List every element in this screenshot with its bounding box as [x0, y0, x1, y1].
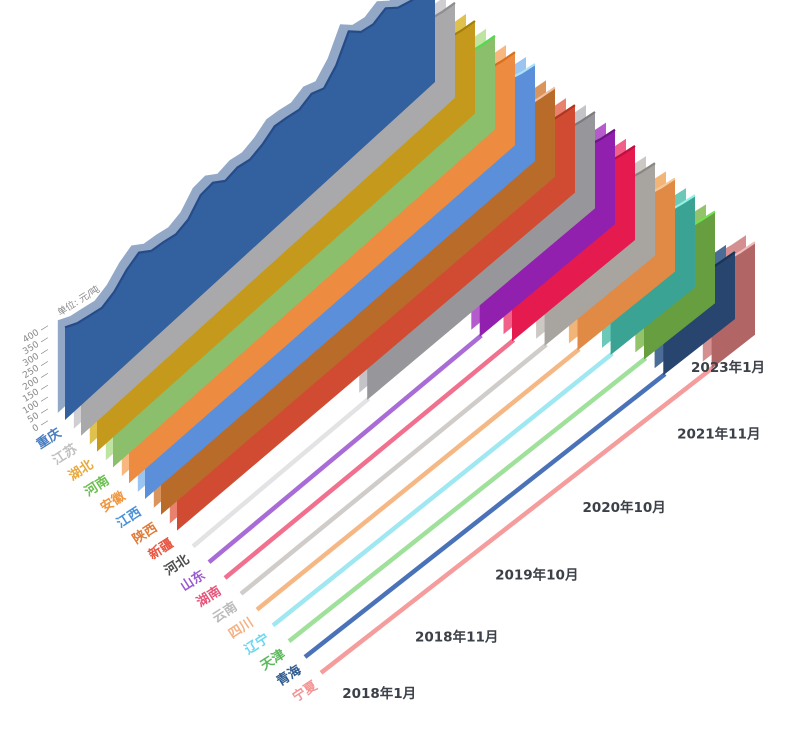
baseline-strip: [319, 365, 715, 675]
time-axis-label: 2018年11月: [415, 629, 498, 646]
province-label: 新疆: [146, 536, 177, 564]
province-label: 江西: [114, 504, 145, 532]
time-axis-label: 2018年1月: [342, 685, 416, 702]
baseline-strip: [223, 338, 516, 580]
province-label: 辽宁: [242, 630, 273, 658]
baseline-strip: [255, 347, 581, 612]
time-axis-label: 2021年11月: [677, 426, 760, 443]
province-label: 陕西: [130, 520, 161, 548]
baseline-strip: [207, 333, 483, 564]
province-label: 天津: [258, 646, 289, 674]
baseline-strip: [239, 342, 548, 596]
baseline-strip: [287, 356, 648, 643]
time-axis-label: 2019年10月: [495, 567, 578, 584]
time-axis-label: 2023年1月: [691, 359, 765, 376]
ridge-face: [65, 0, 435, 420]
time-axis-label: 2020年10月: [582, 499, 665, 516]
province-label: 云南: [210, 599, 241, 627]
province-label: 江苏: [50, 441, 81, 469]
province-label: 青海: [274, 662, 305, 690]
province-label: 河北: [162, 551, 193, 579]
province-label: 湖南: [194, 583, 225, 611]
province-label: 河南: [82, 472, 113, 500]
province-label: 山东: [178, 567, 209, 595]
baseline-strip: [271, 351, 614, 628]
baseline-strip: [191, 396, 371, 549]
ridge-rim: [64, 0, 415, 329]
baseline-strip: [303, 372, 667, 659]
